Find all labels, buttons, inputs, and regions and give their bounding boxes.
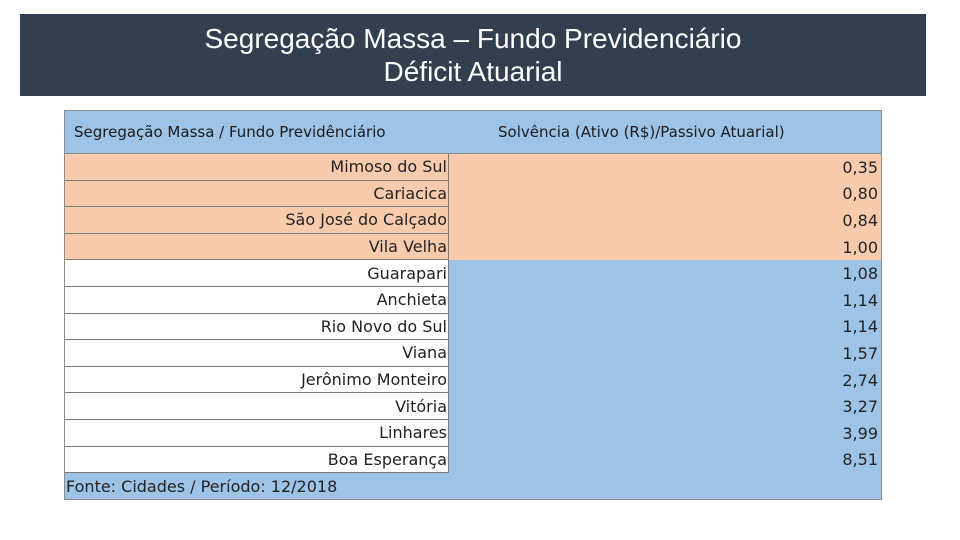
table-row: Guarapari 1,08 <box>65 260 881 287</box>
solvency-value: 3,99 <box>449 419 881 447</box>
table-row: Vila Velha 1,00 <box>65 233 881 261</box>
table-row: Jerônimo Monteiro 2,74 <box>65 366 881 394</box>
source-note: Fonte: Cidades / Período: 12/2018 <box>65 476 338 496</box>
header-solvency: Solvência (Ativo (R$)/Passivo Atuarial) <box>498 123 785 141</box>
header-fund: Segregação Massa / Fundo Previdênciário <box>74 123 386 141</box>
solvency-value: 2,74 <box>449 366 881 394</box>
fund-name: São José do Calçado <box>65 207 449 234</box>
title-line-2: Déficit Atuarial <box>383 56 563 87</box>
table-row: Rio Novo do Sul 1,14 <box>65 313 881 341</box>
fund-name: Boa Esperança <box>65 446 449 474</box>
slide-title: Segregação Massa – Fundo Previdenciário … <box>20 14 926 96</box>
fund-name: Cariacica <box>65 180 449 208</box>
table-body: Mimoso do Sul 0,35 Cariacica 0,80 São José d… <box>65 154 881 474</box>
table-row: Boa Esperança 8,51 <box>65 446 881 474</box>
fund-name: Vila Velha <box>65 233 449 261</box>
table-row: São José do Calçado 0,84 <box>65 207 881 234</box>
solvency-value: 1,14 <box>449 313 881 341</box>
table-header: Segregação Massa / Fundo Previdênciário … <box>65 111 881 154</box>
table-row: Cariacica 0,80 <box>65 180 881 208</box>
table-row: Linhares 3,99 <box>65 419 881 447</box>
fund-name: Viana <box>65 340 449 367</box>
fund-name: Anchieta <box>65 286 449 314</box>
fund-name: Rio Novo do Sul <box>65 313 449 341</box>
solvency-value: 1,00 <box>449 233 881 261</box>
table-row: Anchieta 1,14 <box>65 286 881 314</box>
solvency-value: 1,57 <box>449 340 881 367</box>
solvency-value: 1,14 <box>449 286 881 314</box>
table-footer: Fonte: Cidades / Período: 12/2018 <box>65 473 881 500</box>
table-row: Mimoso do Sul 0,35 <box>65 154 881 181</box>
table-row: Vitória 3,27 <box>65 393 881 420</box>
fund-name: Linhares <box>65 419 449 447</box>
fund-name: Guarapari <box>65 260 449 287</box>
fund-name: Mimoso do Sul <box>65 154 449 181</box>
solvency-value: 1,08 <box>449 260 881 287</box>
table-row: Viana 1,57 <box>65 340 881 367</box>
solvency-table: Segregação Massa / Fundo Previdênciário … <box>64 110 882 501</box>
title-line-1: Segregação Massa – Fundo Previdenciário <box>204 23 742 54</box>
solvency-value: 0,35 <box>449 154 881 181</box>
solvency-value: 0,80 <box>449 180 881 208</box>
fund-name: Vitória <box>65 393 449 420</box>
solvency-value: 0,84 <box>449 207 881 234</box>
fund-name: Jerônimo Monteiro <box>65 366 449 394</box>
solvency-value: 8,51 <box>449 446 881 474</box>
solvency-value: 3,27 <box>449 393 881 420</box>
